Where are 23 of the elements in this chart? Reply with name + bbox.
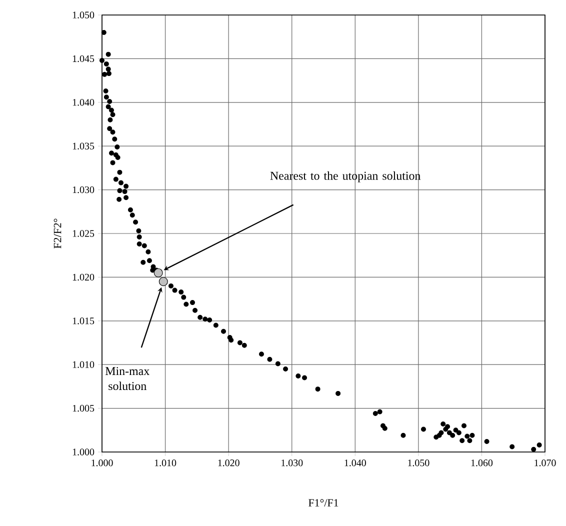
y-tick-label: 1.005 xyxy=(72,404,94,412)
y-tick-label: 1.045 xyxy=(72,55,94,62)
y-tick-label: 1.040 xyxy=(72,99,94,106)
annotation: Min-max solution xyxy=(105,367,150,390)
x-tick-label: 1.000 xyxy=(92,460,113,466)
y-tick-label: 1.050 xyxy=(72,12,94,18)
x-tick-label: 1.040 xyxy=(344,460,366,466)
y-tick-label: 1.020 xyxy=(72,274,94,281)
x-axis-title: F1°/F1 xyxy=(308,499,338,507)
y-tick-label: 1.010 xyxy=(72,361,94,368)
y-tick-label: 1.035 xyxy=(72,142,94,150)
y-axis-title: F2/F2° xyxy=(54,218,62,248)
x-tick-label: 1.070 xyxy=(534,460,556,466)
y-tick-label: 1.000 xyxy=(72,448,94,456)
x-tick-label: 1.060 xyxy=(471,460,493,466)
y-tick-label: 1.025 xyxy=(72,230,94,237)
x-tick-label: 1.030 xyxy=(282,460,303,466)
y-tick-label: 1.015 xyxy=(72,318,94,324)
x-tick-label: 1.050 xyxy=(408,460,430,466)
x-tick-label: 1.010 xyxy=(154,460,176,466)
x-tick-label: 1.020 xyxy=(218,460,240,466)
annotation: Nearest to the utopian solution xyxy=(270,171,421,182)
y-tick-label: 1.030 xyxy=(72,186,94,194)
